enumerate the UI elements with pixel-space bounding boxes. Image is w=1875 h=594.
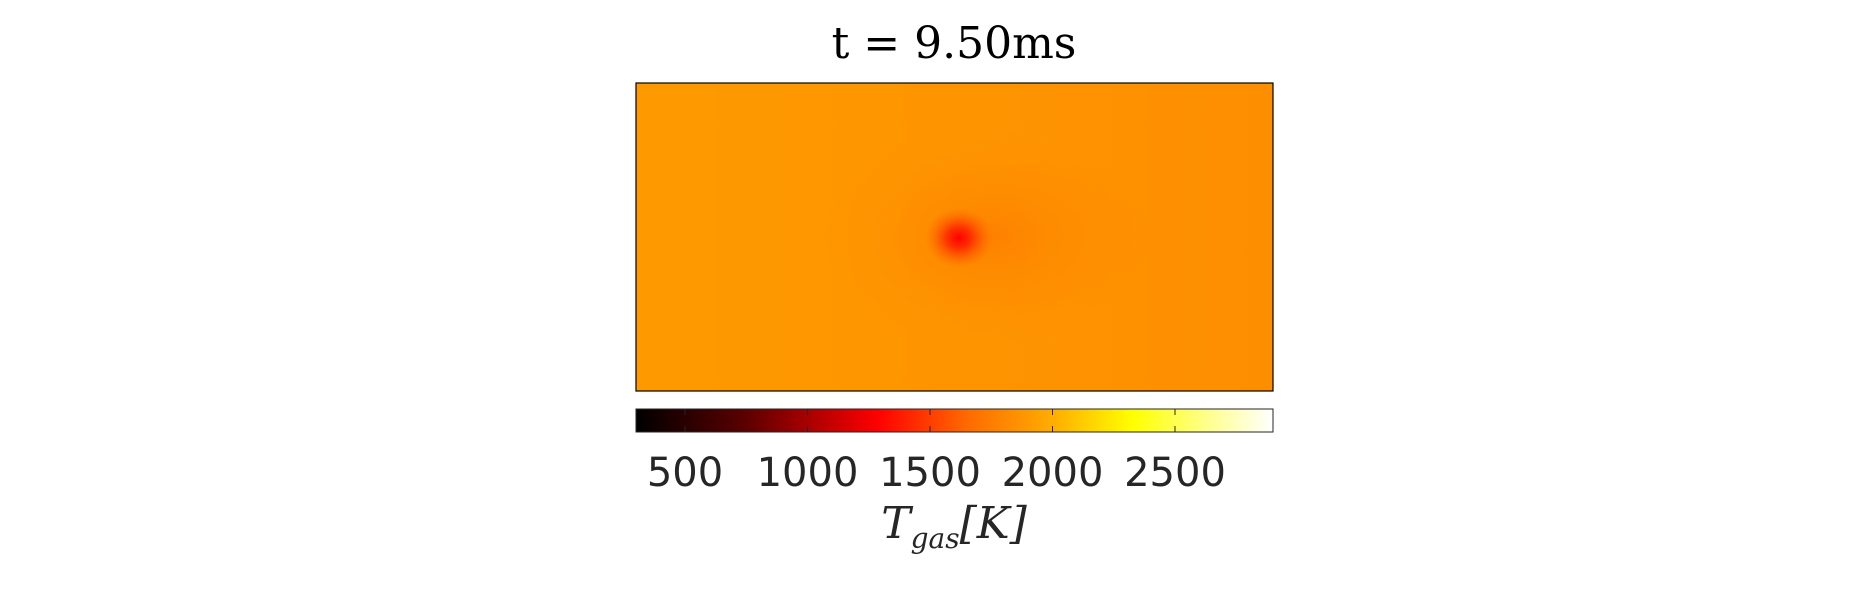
colorbar-tick-label: 1000 xyxy=(757,450,859,496)
colorbar-ticks xyxy=(684,409,1176,432)
colorbar-tick-label: 2000 xyxy=(1002,450,1104,496)
plot-frame xyxy=(635,82,1274,392)
colorbar-label-subscript: gas xyxy=(911,522,960,555)
colorbar: 500 1000 1500 2000 2500 xyxy=(635,408,1274,496)
heatmap-field xyxy=(636,83,1273,391)
chart-title: t = 9.50ms xyxy=(832,18,1077,69)
colorbar-frame xyxy=(635,408,1274,433)
colorbar-tick-label: 1500 xyxy=(879,450,981,496)
colorbar-label-unit: [K] xyxy=(960,498,1028,549)
colorbar-gradient xyxy=(636,409,1273,432)
colorbar-tick-label: 2500 xyxy=(1124,450,1226,496)
colorbar-tick-labels: 500 1000 1500 2000 2500 xyxy=(647,450,1226,496)
colorbar-label: Tgas[K] xyxy=(881,498,1027,555)
colorbar-tick-label: 500 xyxy=(647,450,723,496)
colorbar-label-symbol: T xyxy=(881,498,914,549)
hotspot-core xyxy=(925,208,993,268)
